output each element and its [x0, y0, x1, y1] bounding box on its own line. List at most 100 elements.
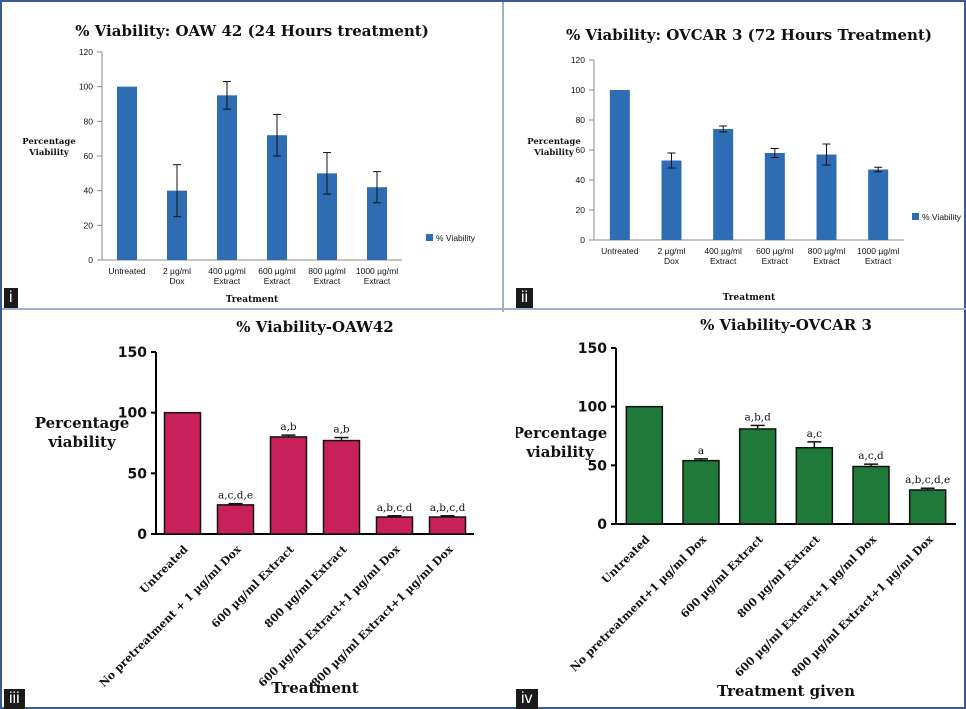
chart-iii-bar: [163, 411, 202, 535]
chart-iv-y-tick-label: 50: [588, 458, 608, 474]
chart-iv-significance-label: a,b,d: [744, 411, 771, 423]
chart-ii-bar: [661, 160, 682, 240]
chart-ii-bar: [713, 129, 734, 240]
chart-i-category-label: 600 µg/ml Extract: [258, 266, 296, 286]
chart-ii-y-tick-label: 40: [576, 175, 586, 185]
chart-iii-y-label: Percentage: [35, 414, 130, 432]
chart-iii-bar: [375, 516, 414, 535]
chart-iv-bar: [795, 446, 834, 525]
chart-iv-bar: [625, 405, 664, 525]
chart-ii-category-label: 400 µg/ml Extract: [704, 246, 742, 266]
chart-i-y-tick-label: 120: [79, 47, 93, 57]
chart-i-y-label: Viability: [28, 148, 70, 158]
chart-iv-x-label: Treatment given: [717, 682, 855, 700]
chart-iii-category-label: Untreated: [137, 543, 191, 597]
chart-iv-bar: [682, 459, 720, 525]
chart-iv-significance-label: a: [698, 445, 704, 457]
panel-label-iii: iii: [4, 689, 25, 709]
chart-iii-y-tick-label: 50: [128, 466, 148, 482]
chart-i-category-label: Untreated: [108, 266, 146, 276]
chart-ii-y-tick-label: 80: [576, 115, 586, 125]
chart-ii-bar: [764, 153, 785, 240]
chart-ii-y-tick-label: 60: [576, 145, 586, 155]
chart-iii-bar: [269, 436, 308, 535]
chart-iv-bar: [852, 465, 890, 525]
chart-iv-significance-label: a,b,c,d,e: [905, 474, 950, 486]
chart-iii-significance-label: a,b,c,d: [377, 502, 413, 514]
chart-iv-y-tick-label: 150: [578, 341, 607, 357]
chart-ii-bar: [609, 90, 630, 240]
chart-iv-y-tick-label: 0: [597, 517, 607, 533]
chart-i-svg: % Viability: OAW 42 (24 Hours treatment)…: [22, 22, 476, 305]
chart-ii-y-label: Viability: [533, 148, 575, 158]
chart-iii-significance-label: a,c,d,e: [218, 490, 253, 502]
chart-iii-y-tick-label: 0: [137, 527, 147, 543]
chart-ii-bar: [868, 169, 889, 240]
chart-iv-y-label: viability: [525, 443, 595, 461]
chart-ii-x-label: Treatment: [723, 293, 776, 303]
panel-divider-horizontal: [2, 308, 966, 310]
chart-i-y-tick-label: 60: [84, 151, 94, 161]
chart-iv-y-tick-label: 100: [578, 400, 607, 416]
chart-iii-significance-label: a,b: [280, 421, 297, 433]
chart-iv-bar: [738, 428, 777, 525]
chart-i-y-tick-label: 40: [84, 186, 94, 196]
chart-iii-bar: [216, 504, 255, 535]
chart-panel-iii: % Viability-OAW42 0 50 100 150 Percentage viab…: [4, 310, 490, 709]
panel-divider-vertical: [502, 2, 504, 312]
chart-iii-x-label: Treatment: [271, 679, 358, 697]
chart-ii-category-label: 2 µg/ml Dox: [657, 246, 685, 266]
chart-ii-y-tick-label: 0: [580, 235, 585, 245]
chart-i-bar: [267, 135, 287, 260]
chart-i-legend-label: % Viability: [436, 233, 476, 243]
chart-ii-y-tick-label: 20: [576, 205, 586, 215]
chart-i-bar: [367, 187, 387, 260]
chart-ii-category-label: 800 µg/ml Extract: [808, 246, 846, 266]
chart-iv-significance-label: a,c,d: [858, 450, 884, 462]
chart-ii-svg: % Viability: OVCAR 3 (72 Hours Treatment…: [527, 26, 962, 303]
chart-iii-significance-label: a,b: [333, 424, 350, 436]
chart-ii-category-label: 600 µg/ml Extract: [756, 246, 794, 266]
chart-iii-y-tick-label: 100: [118, 406, 147, 422]
chart-i-bar: [117, 86, 137, 261]
chart-ii-legend-swatch: [912, 213, 919, 220]
chart-i-legend-swatch: [426, 234, 433, 241]
chart-iv-bar: [908, 489, 947, 525]
chart-iv-y-label: Percentage: [516, 424, 607, 442]
chart-ii-bar: [816, 154, 837, 240]
chart-i-y-tick-label: 80: [84, 116, 94, 126]
chart-ii-category-label: Untreated: [601, 246, 639, 256]
chart-ii-y-label: Percentage: [527, 137, 581, 147]
chart-i-y-tick-label: 100: [79, 82, 93, 92]
chart-panel-i: % Viability: OAW 42 (24 Hours treatment)…: [4, 4, 490, 308]
chart-ii-y-tick-label: 100: [571, 85, 585, 95]
chart-i-y-tick-label: 0: [88, 255, 93, 265]
chart-i-bar: [167, 190, 187, 260]
chart-iv-title: % Viability-OVCAR 3: [700, 316, 872, 334]
chart-i-category-label: 1000 µg/ml Extract: [356, 266, 398, 286]
chart-ii-category-label: 1000 µg/ml Extract: [857, 246, 899, 266]
chart-ii-legend-label: % Viability: [922, 212, 962, 222]
chart-iii-title: % Viability-OAW42: [236, 318, 393, 336]
chart-ii-title: % Viability: OVCAR 3 (72 Hours Treatment…: [566, 26, 932, 44]
chart-i-title: % Viability: OAW 42 (24 Hours treatment): [75, 22, 429, 40]
chart-iv-significance-label: a,c: [807, 428, 823, 440]
chart-iii-y-label: viability: [47, 433, 117, 451]
chart-i-x-label: Treatment: [226, 295, 279, 305]
chart-i-y-label: Percentage: [22, 137, 76, 147]
chart-ii-y-tick-label: 120: [571, 55, 585, 65]
chart-iii-y-tick-label: 150: [118, 345, 147, 361]
chart-iv-category-label: Untreated: [599, 533, 653, 587]
panel-label-i: i: [4, 288, 18, 308]
chart-iii-bar: [428, 516, 467, 535]
chart-i-bar: [217, 95, 237, 260]
chart-iii-significance-label: a,b,c,d: [430, 502, 466, 514]
panel-label-ii: ii: [516, 288, 534, 308]
chart-panel-ii: % Viability: OVCAR 3 (72 Hours Treatment…: [516, 4, 966, 308]
panel-label-iv: iv: [516, 689, 538, 709]
chart-i-category-label: 400 µg/ml Extract: [208, 266, 246, 286]
chart-i-category-label: 2 µg/ml Dox: [163, 266, 191, 286]
chart-panel-iv: % Viability-OVCAR 3 0 50 100 150 Percentage vi…: [516, 310, 966, 709]
chart-i-y-tick-label: 20: [84, 220, 94, 230]
